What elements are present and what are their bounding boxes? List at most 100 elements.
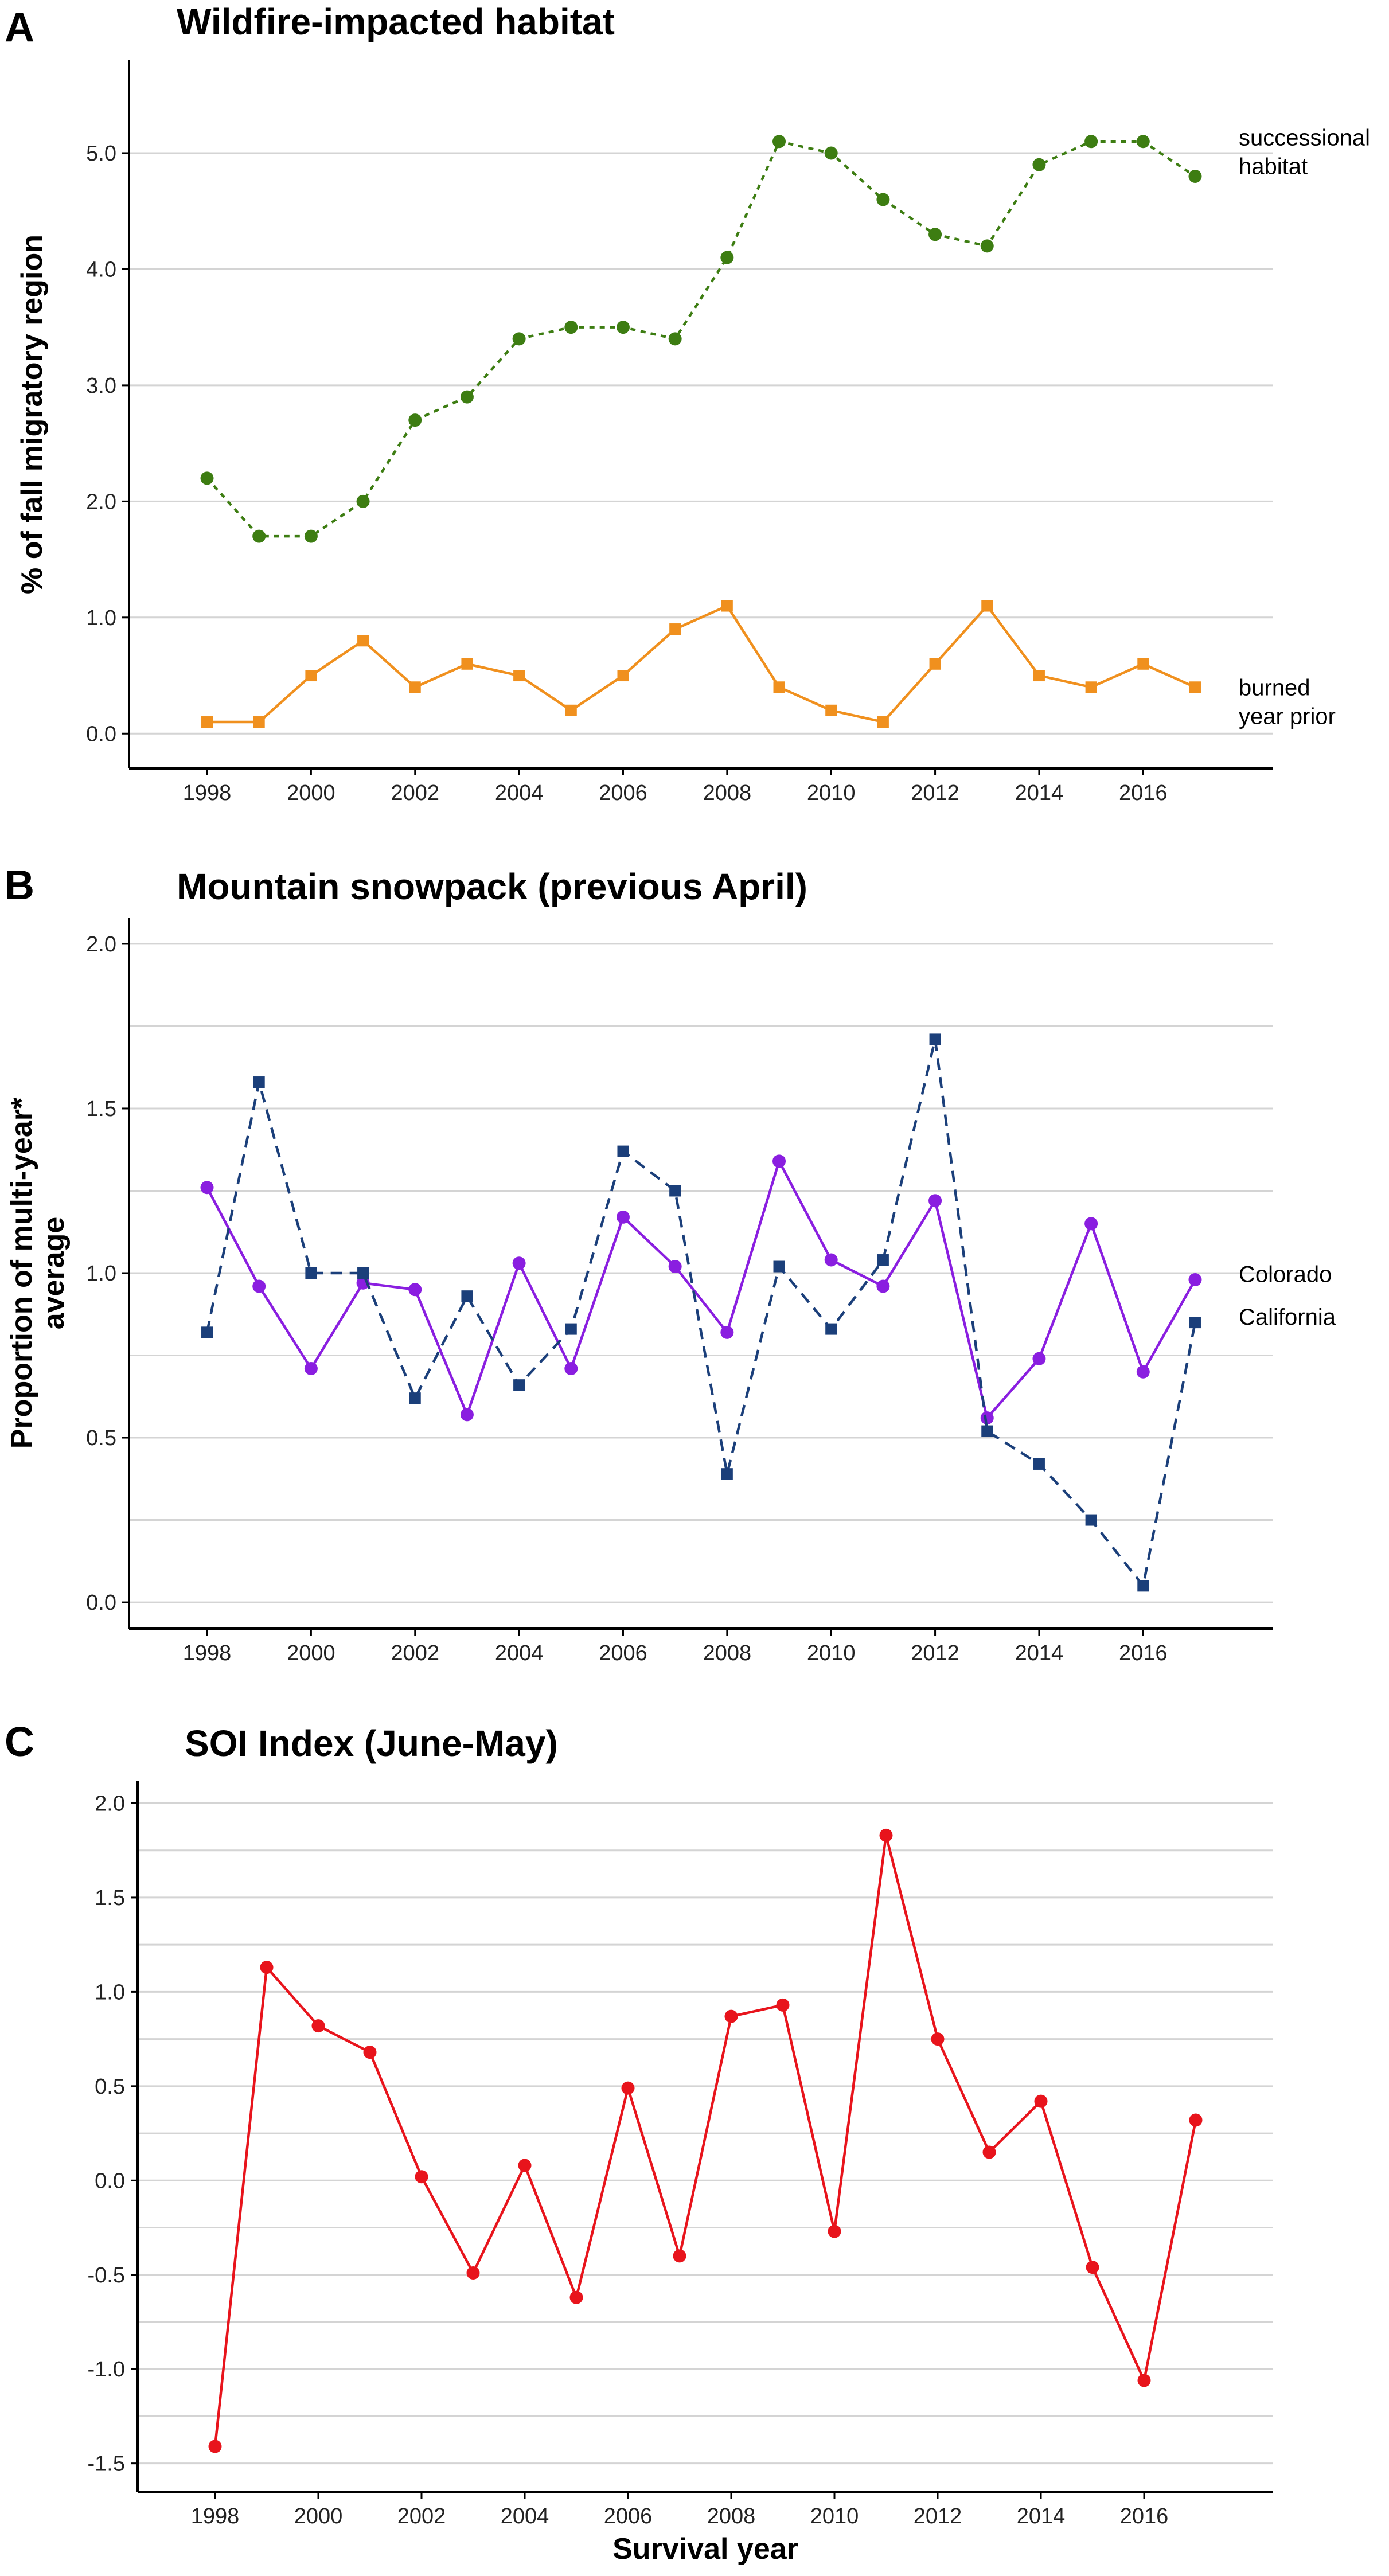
x-tick-label: 2002 [391, 781, 439, 805]
panel-c: C SOI Index (June-May) -1.5 -1.0 -0.5 0.0 0.5 1… [5, 1719, 1273, 2566]
data-point-colorado [772, 1154, 786, 1168]
data-point-soi [260, 1961, 274, 1974]
data-point-successional-habitat [616, 321, 630, 334]
data-point-successional-habitat [460, 390, 474, 404]
data-point-colorado [616, 1210, 630, 1224]
y-tick-label: 0.5 [95, 2075, 125, 2099]
panel-letter: C [5, 1719, 34, 1765]
y-tick-label: -0.5 [88, 2263, 125, 2288]
data-point-burned-year-prior [409, 681, 421, 693]
data-point-california [1137, 1580, 1149, 1592]
data-point-colorado [200, 1181, 214, 1195]
data-point-successional-habitat [876, 193, 890, 206]
y-tick-label: 5.0 [86, 142, 116, 166]
data-point-soi [1034, 2094, 1048, 2108]
x-tick-label: 2012 [911, 781, 959, 805]
panel-letter: B [5, 862, 34, 908]
data-point-successional-habitat [564, 321, 578, 334]
y-tick-label: 0.0 [86, 722, 116, 746]
x-tick-label: 2008 [703, 781, 752, 805]
series-line-successional-habitat [206, 140, 1196, 538]
data-point-california [981, 1425, 993, 1437]
data-point-burned-year-prior [565, 704, 577, 716]
x-tick-label: 2006 [599, 1641, 647, 1665]
data-point-california [877, 1254, 889, 1266]
data-point-burned-year-prior [513, 670, 525, 682]
x-tick-label: 2016 [1119, 1641, 1168, 1665]
series-label-california: California [1239, 1305, 1336, 1330]
data-point-successional-habitat [668, 332, 682, 346]
data-point-successional-habitat [928, 228, 942, 241]
series-line-california [205, 1039, 1197, 1589]
series-line-soi [213, 1835, 1197, 2447]
data-point-soi [208, 2440, 222, 2453]
series-label-line: burned [1239, 675, 1310, 700]
y-axis-title: Proportion of multi-year*average [5, 1097, 71, 1449]
y-tick-label: 0.0 [95, 2169, 125, 2193]
data-point-soi [982, 2145, 996, 2159]
data-point-successional-habitat [1136, 135, 1150, 149]
series-line-burned-year-prior [207, 604, 1196, 724]
x-tick-label: 2014 [1015, 1641, 1064, 1665]
data-point-colorado [876, 1279, 890, 1293]
x-axis-title: Survival year [612, 2532, 798, 2566]
series-label-line: year prior [1239, 704, 1336, 729]
x-tick-label: 2014 [1015, 781, 1064, 805]
panel-letter: A [5, 5, 34, 50]
data-point-california [773, 1260, 785, 1273]
x-tick-label: 2002 [397, 2504, 446, 2528]
x-tick-label: 2010 [807, 781, 856, 805]
data-point-colorado [668, 1260, 682, 1274]
y-tick-label: -1.0 [88, 2358, 125, 2382]
x-tick-label: 1998 [183, 781, 232, 805]
data-point-california [357, 1267, 369, 1279]
chart-title: Wildfire-impacted habitat [177, 1, 615, 42]
x-tick-label: 2010 [810, 2504, 859, 2528]
data-point-successional-habitat [200, 471, 214, 485]
y-axis-title-line: Proportion of multi-year* [5, 1097, 38, 1449]
y-tick-label: 1.0 [86, 606, 116, 630]
series-label-line: California [1239, 1305, 1336, 1330]
y-tick-label: 2.0 [86, 932, 116, 957]
data-point-burned-year-prior [461, 658, 473, 670]
chart-title: Mountain snowpack (previous April) [177, 866, 807, 907]
data-point-colorado [564, 1361, 578, 1375]
data-point-burned-year-prior [773, 681, 785, 693]
data-point-soi [828, 2224, 841, 2238]
data-point-successional-habitat [304, 529, 318, 543]
x-tick-label: 2016 [1119, 781, 1168, 805]
data-point-soi [1137, 2374, 1151, 2387]
data-point-burned-year-prior [1189, 681, 1201, 693]
data-point-california [513, 1379, 525, 1391]
series-label-colorado: Colorado [1239, 1262, 1332, 1287]
data-point-burned-year-prior [253, 716, 265, 728]
data-point-burned-year-prior [305, 670, 317, 682]
data-point-california [201, 1326, 213, 1338]
y-tick-label: 1.0 [95, 1980, 125, 2004]
x-tick-label: 2012 [914, 2504, 962, 2528]
data-point-colorado [1032, 1352, 1046, 1365]
x-tick-label: 1998 [191, 2504, 240, 2528]
data-point-successional-habitat [824, 146, 838, 160]
x-tick-label: 2014 [1017, 2504, 1066, 2528]
data-point-colorado [928, 1194, 942, 1208]
x-tick-label: 1998 [183, 1641, 232, 1665]
data-point-burned-year-prior [981, 600, 993, 612]
data-point-soi [518, 2159, 532, 2172]
data-point-colorado [824, 1253, 838, 1267]
data-point-burned-year-prior [1085, 681, 1097, 693]
data-point-california [825, 1323, 837, 1335]
data-point-colorado [1188, 1273, 1202, 1286]
series-label-successional-habitat: successional habitat [1239, 125, 1370, 179]
data-point-soi [776, 1998, 790, 2012]
data-point-colorado [980, 1411, 994, 1425]
data-point-colorado [408, 1283, 422, 1297]
data-point-california [929, 1033, 941, 1045]
data-point-burned-year-prior [1137, 658, 1149, 670]
data-point-colorado [252, 1279, 266, 1293]
data-point-successional-habitat [408, 413, 422, 427]
y-tick-label: -1.5 [88, 2452, 125, 2476]
data-point-burned-year-prior [201, 716, 213, 728]
panel-b: B Mountain snowpack (previous April) 0.0 0.… [5, 862, 1336, 1665]
